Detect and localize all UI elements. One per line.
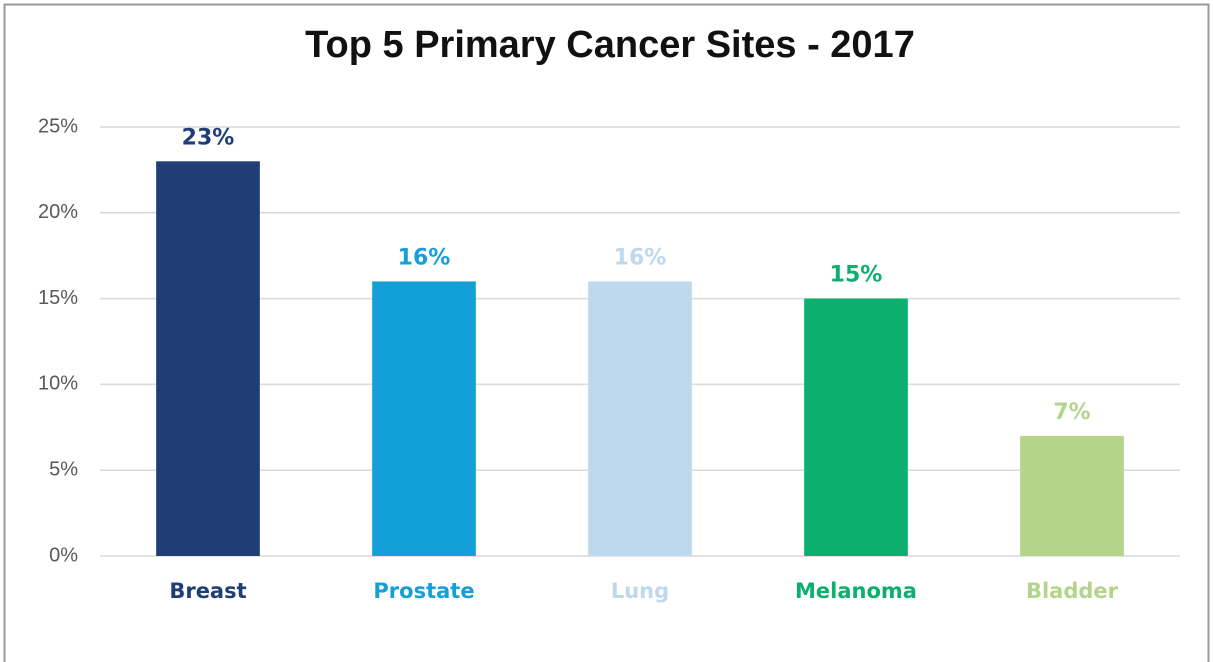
- y-tick-label: 5%: [49, 458, 78, 480]
- value-label: 7%: [1053, 400, 1090, 425]
- value-label: 15%: [830, 263, 883, 288]
- bar: [1020, 435, 1124, 556]
- x-tick-label: Lung: [611, 579, 669, 603]
- value-label: 16%: [614, 245, 667, 270]
- y-tick-label: 0%: [49, 544, 78, 566]
- x-tick-label: Breast: [169, 579, 246, 603]
- bar: [588, 281, 692, 556]
- bar: [156, 161, 260, 556]
- bar: [804, 298, 908, 556]
- bar: [372, 281, 476, 556]
- value-label: 16%: [398, 245, 451, 270]
- x-tick-label: Melanoma: [795, 579, 917, 603]
- y-tick-label: 20%: [38, 201, 78, 223]
- x-tick-label: Bladder: [1026, 579, 1119, 603]
- frame: [3, 3, 1210, 662]
- x-tick-label: Prostate: [373, 579, 474, 603]
- y-tick-label: 25%: [38, 115, 78, 137]
- chart-title: Top 5 Primary Cancer Sites - 2017: [305, 24, 915, 66]
- y-tick-label: 10%: [38, 373, 78, 395]
- y-tick-label: 15%: [38, 287, 78, 309]
- value-label: 23%: [182, 125, 235, 150]
